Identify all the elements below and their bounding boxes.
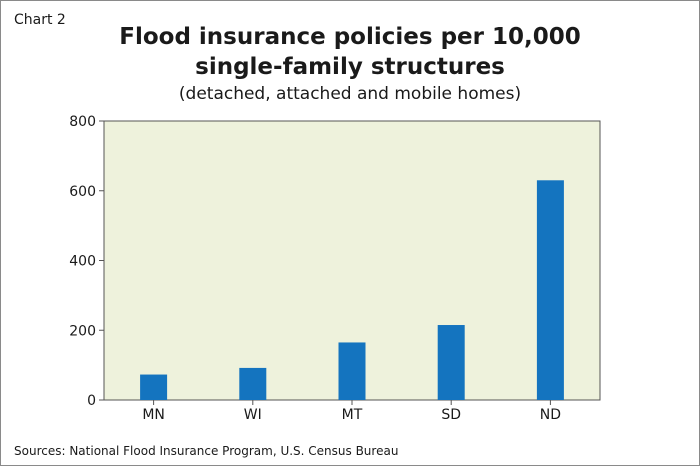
source-note: Sources: National Flood Insurance Progra… [14,444,399,458]
bar-mt [338,342,366,400]
x-tick-label: MT [342,407,363,423]
bar-mn [140,374,168,400]
y-tick-label: 0 [87,393,96,409]
bar-wi [239,367,267,400]
bar-nd [536,180,564,400]
bar-sd [437,325,465,400]
x-tick-label: WI [244,407,262,423]
x-tick-label: MN [142,407,165,423]
x-tick-label: ND [540,407,561,423]
y-tick-label: 400 [69,254,96,270]
chart-number-label: Chart 2 [14,12,66,28]
chart-subtitle: (detached, attached and mobile homes) [178,84,522,104]
chart-title: Flood insurance policies per 10,000 sing… [119,24,581,80]
x-tick-label: SD [441,407,461,423]
y-tick-label: 200 [69,323,96,339]
y-tick-label: 800 [69,114,96,130]
y-tick-label: 600 [69,184,96,200]
